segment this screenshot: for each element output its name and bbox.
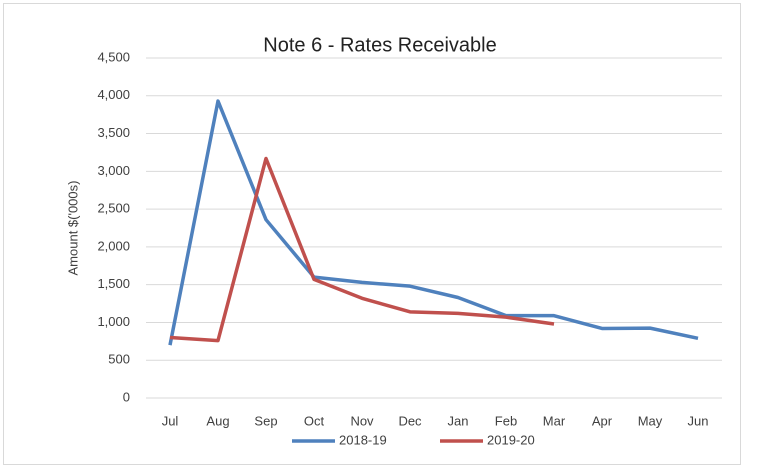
x-tick-label: Aug bbox=[206, 413, 229, 428]
series-line bbox=[168, 99, 699, 346]
x-tick-label: Jul bbox=[162, 413, 179, 428]
x-tick-label: Sep bbox=[254, 413, 277, 428]
y-tick-label: 0 bbox=[123, 389, 130, 404]
x-tick-label: Nov bbox=[350, 413, 374, 428]
y-tick-label: 4,500 bbox=[97, 49, 130, 64]
x-tick-label: Jun bbox=[688, 413, 709, 428]
y-tick-label: 1,500 bbox=[97, 276, 130, 291]
y-tick-label: 1,000 bbox=[97, 314, 130, 329]
x-tick-label: Mar bbox=[543, 413, 566, 428]
y-tick-label: 2,500 bbox=[97, 201, 130, 216]
legend-label: 2018-19 bbox=[339, 432, 387, 447]
y-tick-label: 500 bbox=[108, 352, 130, 367]
x-tick-label: Feb bbox=[495, 413, 517, 428]
y-tick-label: 3,500 bbox=[97, 125, 130, 140]
y-tick-label: 4,000 bbox=[97, 87, 130, 102]
x-tick-label: Apr bbox=[592, 413, 613, 428]
chart-title: Note 6 - Rates Receivable bbox=[263, 34, 496, 56]
legend-label: 2019-20 bbox=[487, 432, 535, 447]
y-tick-label: 2,000 bbox=[97, 238, 130, 253]
y-axis-label: Amount $('000s) bbox=[65, 181, 80, 276]
x-tick-label: Dec bbox=[398, 413, 422, 428]
y-tick-label: 3,000 bbox=[97, 163, 130, 178]
x-tick-label: Oct bbox=[304, 413, 325, 428]
x-tick-label: May bbox=[638, 413, 663, 428]
x-tick-label: Jan bbox=[448, 413, 469, 428]
series-line bbox=[169, 156, 555, 343]
chart-border bbox=[3, 3, 741, 465]
